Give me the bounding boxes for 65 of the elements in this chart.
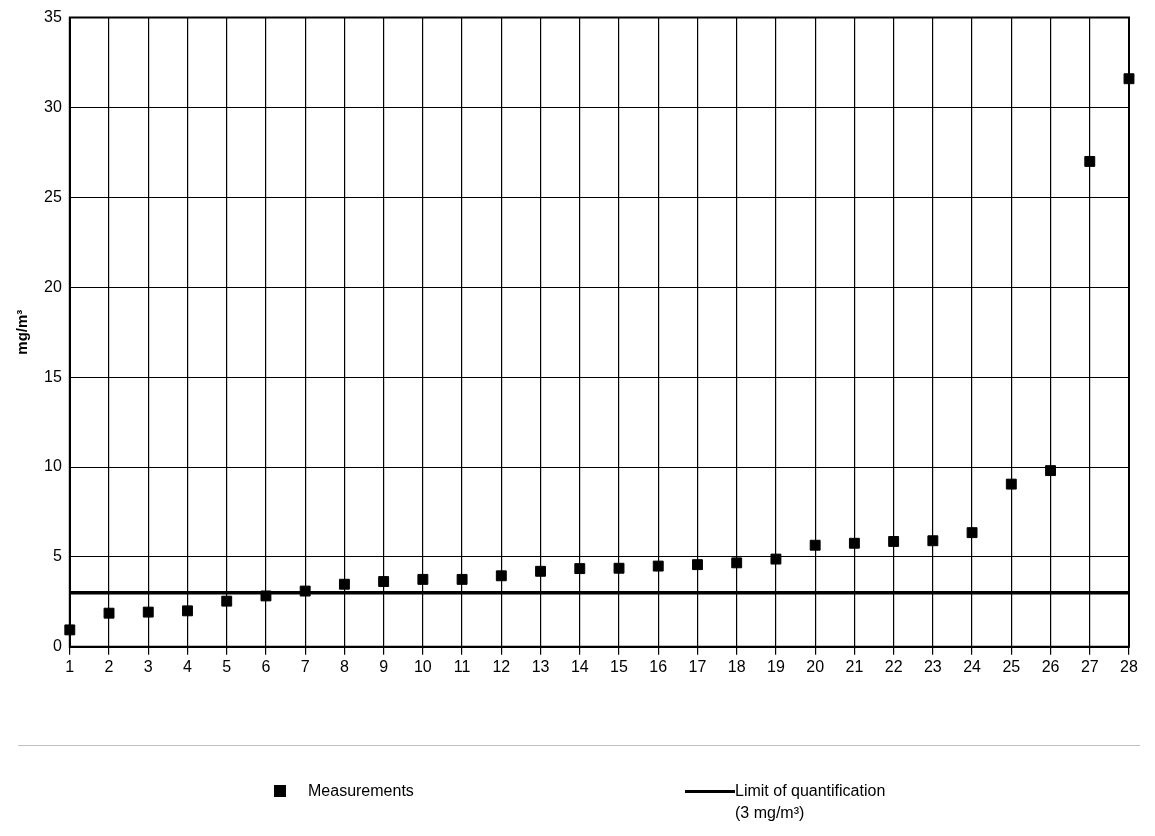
- point: [1084, 155, 1096, 167]
- x-tick-label: 23: [923, 657, 942, 675]
- point: [535, 565, 546, 577]
- x-tick-label: 22: [884, 657, 903, 675]
- x-tick-label: 16: [649, 657, 668, 675]
- y-tick-label: 25: [44, 187, 62, 205]
- point: [221, 595, 233, 607]
- point: [1123, 73, 1135, 85]
- point: [613, 562, 625, 574]
- x-tick-label: 6: [261, 657, 271, 675]
- x-tick-label: 14: [570, 657, 589, 675]
- x-tick-label: 28: [1120, 657, 1138, 675]
- y-tick-label: 0: [52, 637, 62, 655]
- point: [888, 536, 900, 547]
- point: [927, 535, 939, 547]
- x-tick-label: 9: [379, 657, 389, 675]
- point: [495, 570, 507, 582]
- x-tick-label: 21: [845, 657, 864, 675]
- point: [338, 578, 350, 590]
- y-tick-label: 20: [44, 277, 62, 295]
- x-tick-label: 25: [1002, 657, 1021, 675]
- x-tick-label: 10: [413, 657, 432, 675]
- x-tick-label: 8: [339, 657, 349, 675]
- y-axis-title: mg/m³: [13, 309, 31, 355]
- x-tick-label: 20: [806, 657, 825, 675]
- x-tick-label: 7: [300, 657, 310, 675]
- point: [142, 606, 154, 618]
- point: [692, 559, 703, 571]
- x-tick-label: 11: [453, 657, 471, 675]
- point: [574, 563, 586, 575]
- point: [770, 553, 782, 565]
- x-tick-label: 19: [767, 657, 785, 675]
- point: [1045, 465, 1056, 477]
- x-tick-label: 27: [1080, 657, 1099, 675]
- point: [417, 573, 429, 585]
- x-tick-label: 13: [531, 657, 550, 675]
- point: [809, 539, 821, 551]
- point: [848, 537, 860, 549]
- y-tick-label: 35: [44, 8, 62, 26]
- point: [182, 605, 193, 617]
- y-tick-label: 10: [44, 457, 62, 475]
- point: [64, 624, 76, 636]
- point: [103, 607, 115, 619]
- point: [966, 527, 978, 539]
- x-tick-label: 18: [727, 657, 746, 675]
- x-tick-label: 3: [143, 657, 153, 675]
- point: [1005, 478, 1017, 490]
- x-tick-label: 1: [65, 657, 75, 675]
- x-tick-label: 24: [963, 657, 982, 675]
- x-tick-label: 26: [1041, 657, 1060, 675]
- y-tick-label: 30: [44, 97, 62, 115]
- point: [731, 557, 743, 569]
- x-tick-label: 12: [492, 657, 511, 675]
- y-tick-label: 15: [44, 367, 62, 385]
- y-tick-label: 5: [52, 547, 62, 565]
- legend-label: Measurements: [308, 781, 414, 801]
- point: [456, 573, 468, 585]
- point: [378, 576, 390, 587]
- x-tick-label: 5: [222, 657, 232, 675]
- x-tick-label: 17: [688, 657, 707, 675]
- x-tick-label: 2: [104, 657, 114, 675]
- x-tick-label: 4: [183, 657, 193, 675]
- point: [652, 560, 664, 572]
- legend-label: Limit of quantification (3 mg/m³): [735, 781, 886, 823]
- x-tick-label: 15: [610, 657, 629, 675]
